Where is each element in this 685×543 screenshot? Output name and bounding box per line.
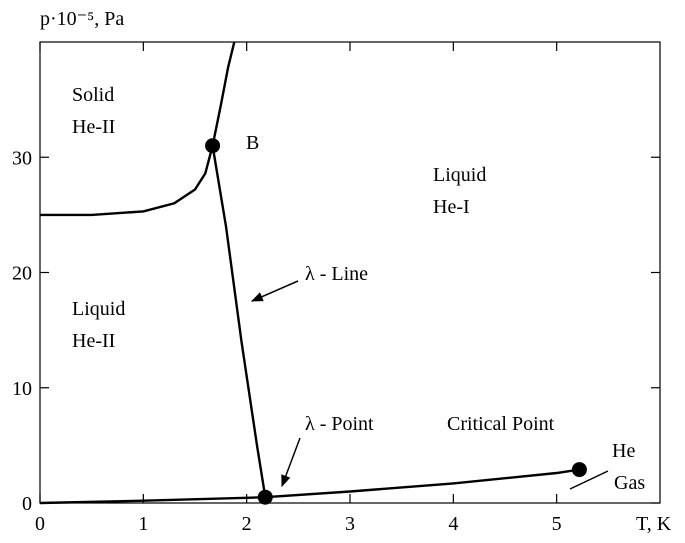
annotation: Liquid xyxy=(433,164,486,186)
pointer-line xyxy=(569,470,609,490)
annotation: Solid xyxy=(72,84,114,106)
x-tick-label: 1 xyxy=(138,513,148,535)
x-tick-label: 5 xyxy=(552,513,562,535)
curve xyxy=(211,145,267,498)
point xyxy=(205,138,221,154)
y-tick-label: 30 xyxy=(12,147,32,169)
y-tick-label: 10 xyxy=(12,378,32,400)
y-tick-label: 20 xyxy=(12,263,32,285)
arrow xyxy=(250,280,299,302)
x-tick-label: 2 xyxy=(242,513,252,535)
annotation: He-II xyxy=(72,330,115,352)
curve xyxy=(39,468,580,505)
annotation: λ - Point xyxy=(305,413,374,435)
curve xyxy=(40,41,236,217)
annotation: λ - Line xyxy=(305,263,368,285)
y-tick-label: 0 xyxy=(22,493,32,515)
annotation: B xyxy=(246,132,259,154)
x-tick-label: 4 xyxy=(448,513,458,535)
annotation: Gas xyxy=(614,472,645,494)
point xyxy=(257,489,273,505)
annotation: He-I xyxy=(433,196,470,218)
x-tick-label: 0 xyxy=(35,513,45,535)
x-tick-label: 3 xyxy=(345,513,355,535)
y-axis-label: p·10⁻⁵, Pa xyxy=(40,8,124,30)
x-axis-label: T, K xyxy=(636,513,672,535)
point xyxy=(571,462,587,478)
arrow xyxy=(281,437,301,488)
annotation: Critical Point xyxy=(447,413,555,435)
annotation: Liquid xyxy=(72,298,125,320)
annotation: He xyxy=(612,440,635,462)
annotation: He-II xyxy=(72,116,115,138)
